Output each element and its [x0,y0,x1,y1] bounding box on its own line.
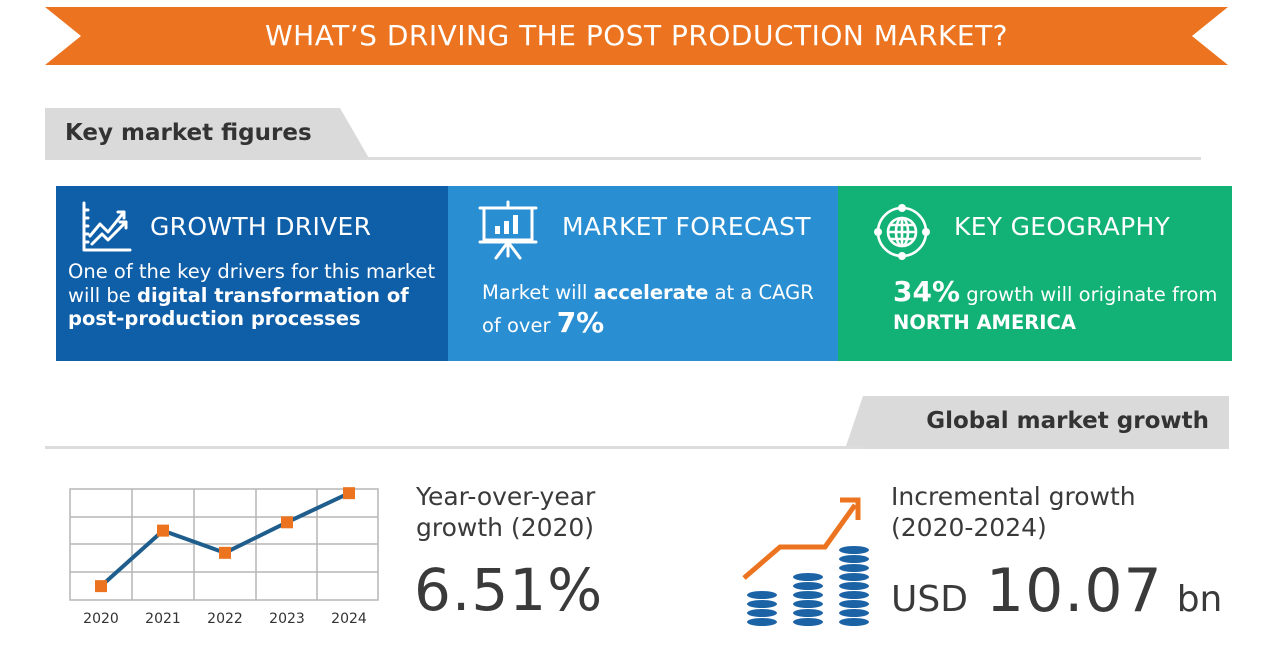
data-point-marker [281,516,293,529]
card-market-forecast: MARKET FORECAST Market will accelerate a… [448,186,838,361]
presentation-board-icon [478,200,538,260]
yoy-growth-value: 6.51% [414,556,604,624]
unit-label: bn [1176,579,1223,620]
growth-chart-icon [82,201,132,252]
section-header-global-growth: Global market growth [845,396,1229,449]
tab-shape [45,108,370,160]
coins-growth-icon [742,497,869,626]
x-axis-labels: 2020 2021 2022 2023 2024 [70,611,380,631]
currency-label: USD [891,579,968,620]
yoy-growth-label: Year-over-year growth (2020) [416,482,596,542]
section-title: Global market growth [926,408,1209,434]
card-title: GROWTH DRIVER [150,212,372,241]
page-title: WHAT’S DRIVING THE POST PRODUCTION MARKE… [264,19,1009,52]
incremental-growth-value: USD 10.07 bn [891,556,1222,626]
chart-grid [69,488,379,601]
data-point-marker [157,524,169,537]
card-growth-driver: GROWTH DRIVER One of the key drivers for… [56,186,448,361]
x-tick-label: 2023 [269,611,305,627]
yoy-line-chart [69,487,379,601]
section-title: Key market figures [65,120,312,146]
globe-network-icon [874,204,930,260]
title-banner: WHAT’S DRIVING THE POST PRODUCTION MARKE… [45,7,1228,65]
key-figures-cards: GROWTH DRIVER One of the key drivers for… [56,186,1232,361]
data-markers [95,487,355,593]
ribbon-shape [45,7,1228,65]
card-body: One of the key drivers for this market w… [68,260,436,331]
x-tick-label: 2024 [331,611,367,627]
divider [45,446,865,449]
card-body: 34% growth will originate from NORTH AME… [893,275,1218,335]
section-header-key-figures: Key market figures [45,108,375,160]
x-tick-label: 2020 [83,611,119,627]
card-title: MARKET FORECAST [562,212,811,241]
geography-share-value: 34% [893,275,961,308]
card-body: Market will accelerate at a CAGR of over… [482,281,814,339]
data-point-marker [95,580,107,593]
data-point-marker [219,546,231,559]
card-key-geography: KEY GEOGRAPHY 34% growth will originate … [838,186,1232,361]
incremental-amount: 10.07 [985,556,1163,626]
highlight-text: NORTH AMERICA [893,311,1076,334]
x-tick-label: 2021 [145,611,181,627]
data-point-marker [343,487,355,500]
card-title: KEY GEOGRAPHY [954,212,1171,241]
highlight-text: digital transformation of post-productio… [68,283,409,331]
cagr-value: 7% [556,306,605,339]
tab-shape [845,396,1229,449]
highlight-text: accelerate [593,281,709,304]
x-tick-label: 2022 [207,611,243,627]
incremental-growth-label: Incremental growth (2020-2024) [891,482,1136,542]
divider [360,157,1201,160]
